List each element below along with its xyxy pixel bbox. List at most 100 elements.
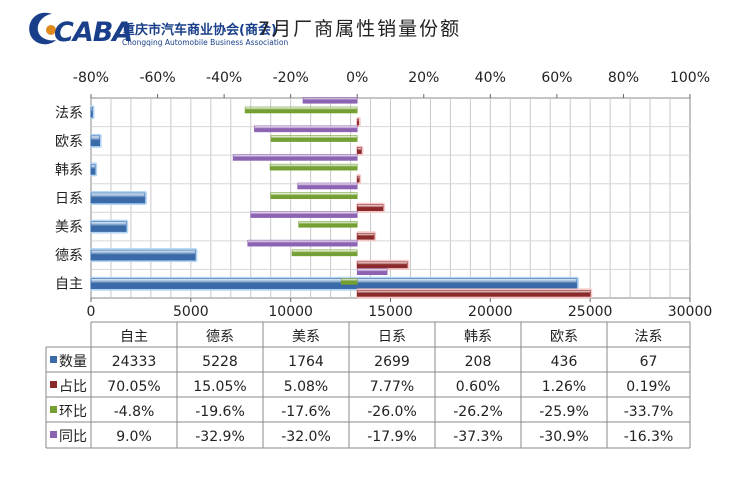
logo-wordmark: CABA bbox=[54, 17, 133, 48]
top-axis-tick-label: 60% bbox=[541, 70, 572, 86]
table-value-count: 436 bbox=[551, 354, 578, 370]
table-header-category: 自主 bbox=[120, 329, 148, 345]
bar-count bbox=[90, 192, 146, 204]
top-axis-tick-label: -20% bbox=[273, 70, 309, 86]
bar-yoy bbox=[232, 154, 358, 161]
table-header-category: 德系 bbox=[206, 329, 234, 345]
bar-count bbox=[90, 164, 96, 175]
table-value-share: 7.77% bbox=[370, 379, 414, 395]
page-title: 7月厂商属性销量份额 bbox=[258, 18, 462, 40]
bar-share bbox=[356, 232, 375, 240]
bottom-axis-tick-label: 5000 bbox=[173, 304, 209, 320]
table-value-count: 67 bbox=[640, 354, 658, 370]
bar-yoy bbox=[356, 268, 388, 276]
bar-yoy bbox=[250, 211, 358, 218]
legend-label-share: 占比 bbox=[59, 379, 87, 395]
table-value-yoy: -37.3% bbox=[453, 429, 503, 445]
bar-count bbox=[90, 135, 101, 147]
table-value-count: 5228 bbox=[202, 354, 238, 370]
bar-mom bbox=[269, 163, 358, 171]
table-header-category: 法系 bbox=[635, 329, 663, 345]
bar-mom bbox=[270, 135, 358, 142]
bar-yoy bbox=[247, 239, 358, 247]
top-axis-tick-label: 80% bbox=[608, 70, 639, 86]
bar-count bbox=[90, 249, 196, 261]
bar-share bbox=[356, 261, 408, 269]
table-value-mom: -26.2% bbox=[453, 404, 503, 420]
legend-swatch-yoy bbox=[50, 431, 57, 438]
top-axis-tick-label: -80% bbox=[73, 70, 109, 86]
category-label: 日系 bbox=[55, 191, 83, 207]
header: CABA 重庆市汽车商业协会(商会) Chongqing Automobile … bbox=[0, 0, 750, 55]
table-value-share: 15.05% bbox=[193, 379, 246, 395]
bar-share bbox=[356, 118, 360, 126]
legend-label-count: 数量 bbox=[59, 354, 87, 370]
legend-swatch-share bbox=[50, 381, 57, 388]
table-value-share: 70.05% bbox=[107, 379, 160, 395]
bottom-axis-tick-label: 25000 bbox=[568, 304, 613, 320]
category-label: 自主 bbox=[55, 277, 83, 293]
top-axis-tick-label: 0% bbox=[346, 70, 368, 86]
legend-swatch-count bbox=[50, 356, 57, 363]
association-logo: CABA 重庆市汽车商业协会(商会) Chongqing Automobile … bbox=[24, 8, 288, 48]
table-value-mom: -26.0% bbox=[367, 404, 417, 420]
top-axis-tick-label: 100% bbox=[670, 70, 710, 86]
table-value-mom: -33.7% bbox=[624, 404, 674, 420]
bar-mom bbox=[244, 106, 358, 114]
bar-mom bbox=[291, 249, 358, 257]
top-axis-tick-label: 40% bbox=[475, 70, 506, 86]
table-value-yoy: -32.0% bbox=[281, 429, 331, 445]
bottom-axis-tick-label: 15000 bbox=[368, 304, 413, 320]
table-header-category: 美系 bbox=[292, 329, 320, 345]
bottom-axis-tick-label: 0 bbox=[87, 304, 96, 320]
bar-yoy bbox=[254, 125, 358, 133]
bar-share bbox=[356, 175, 360, 183]
category-label: 法系 bbox=[55, 105, 83, 121]
category-label: 韩系 bbox=[55, 162, 83, 178]
table-value-mom: -25.9% bbox=[539, 404, 589, 420]
table-header-category: 欧系 bbox=[550, 329, 578, 345]
category-label: 德系 bbox=[55, 248, 83, 264]
top-axis-tick-label: 20% bbox=[408, 70, 439, 86]
bar-mom bbox=[340, 278, 358, 285]
bottom-axis-tick-label: 10000 bbox=[268, 304, 313, 320]
top-axis-tick-label: -40% bbox=[206, 70, 242, 86]
table-value-yoy: -32.9% bbox=[195, 429, 245, 445]
bar-mom bbox=[270, 192, 358, 200]
table-value-share: 0.60% bbox=[456, 379, 500, 395]
table-value-yoy: 9.0% bbox=[116, 429, 152, 445]
category-label: 美系 bbox=[55, 220, 83, 236]
table-value-count: 208 bbox=[465, 354, 492, 370]
association-name-en: Chongqing Automobile Business Associatio… bbox=[122, 38, 289, 47]
legend-label-mom: 环比 bbox=[59, 404, 87, 420]
bottom-axis-tick-label: 20000 bbox=[468, 304, 513, 320]
bar-count bbox=[90, 278, 578, 290]
bar-yoy bbox=[302, 96, 358, 104]
bar-share bbox=[356, 290, 591, 297]
table-value-mom: -19.6% bbox=[195, 404, 245, 420]
legend-label-yoy: 同比 bbox=[59, 429, 87, 445]
bar-count bbox=[90, 106, 93, 118]
table-header-category: 韩系 bbox=[464, 329, 492, 345]
table-value-yoy: -30.9% bbox=[539, 429, 589, 445]
table-value-count: 2699 bbox=[374, 354, 410, 370]
table-value-share: 5.08% bbox=[284, 379, 328, 395]
bar-count bbox=[90, 221, 127, 232]
table-value-yoy: -17.9% bbox=[367, 429, 417, 445]
bar-share bbox=[356, 147, 362, 154]
table-value-share: 0.19% bbox=[626, 379, 670, 395]
table-value-count: 24333 bbox=[112, 354, 157, 370]
table-header-category: 日系 bbox=[378, 329, 406, 345]
bar-share bbox=[356, 204, 384, 212]
table-value-mom: -17.6% bbox=[281, 404, 331, 420]
table-value-mom: -4.8% bbox=[114, 404, 155, 420]
top-axis-tick-label: -60% bbox=[139, 70, 175, 86]
table-value-share: 1.26% bbox=[542, 379, 586, 395]
logo-swoosh-icon bbox=[29, 12, 56, 45]
category-label: 欧系 bbox=[55, 134, 83, 150]
table-value-yoy: -16.3% bbox=[624, 429, 674, 445]
bar-mom bbox=[298, 220, 358, 228]
legend-swatch-mom bbox=[50, 406, 57, 413]
bottom-axis-tick-label: 30000 bbox=[668, 304, 713, 320]
